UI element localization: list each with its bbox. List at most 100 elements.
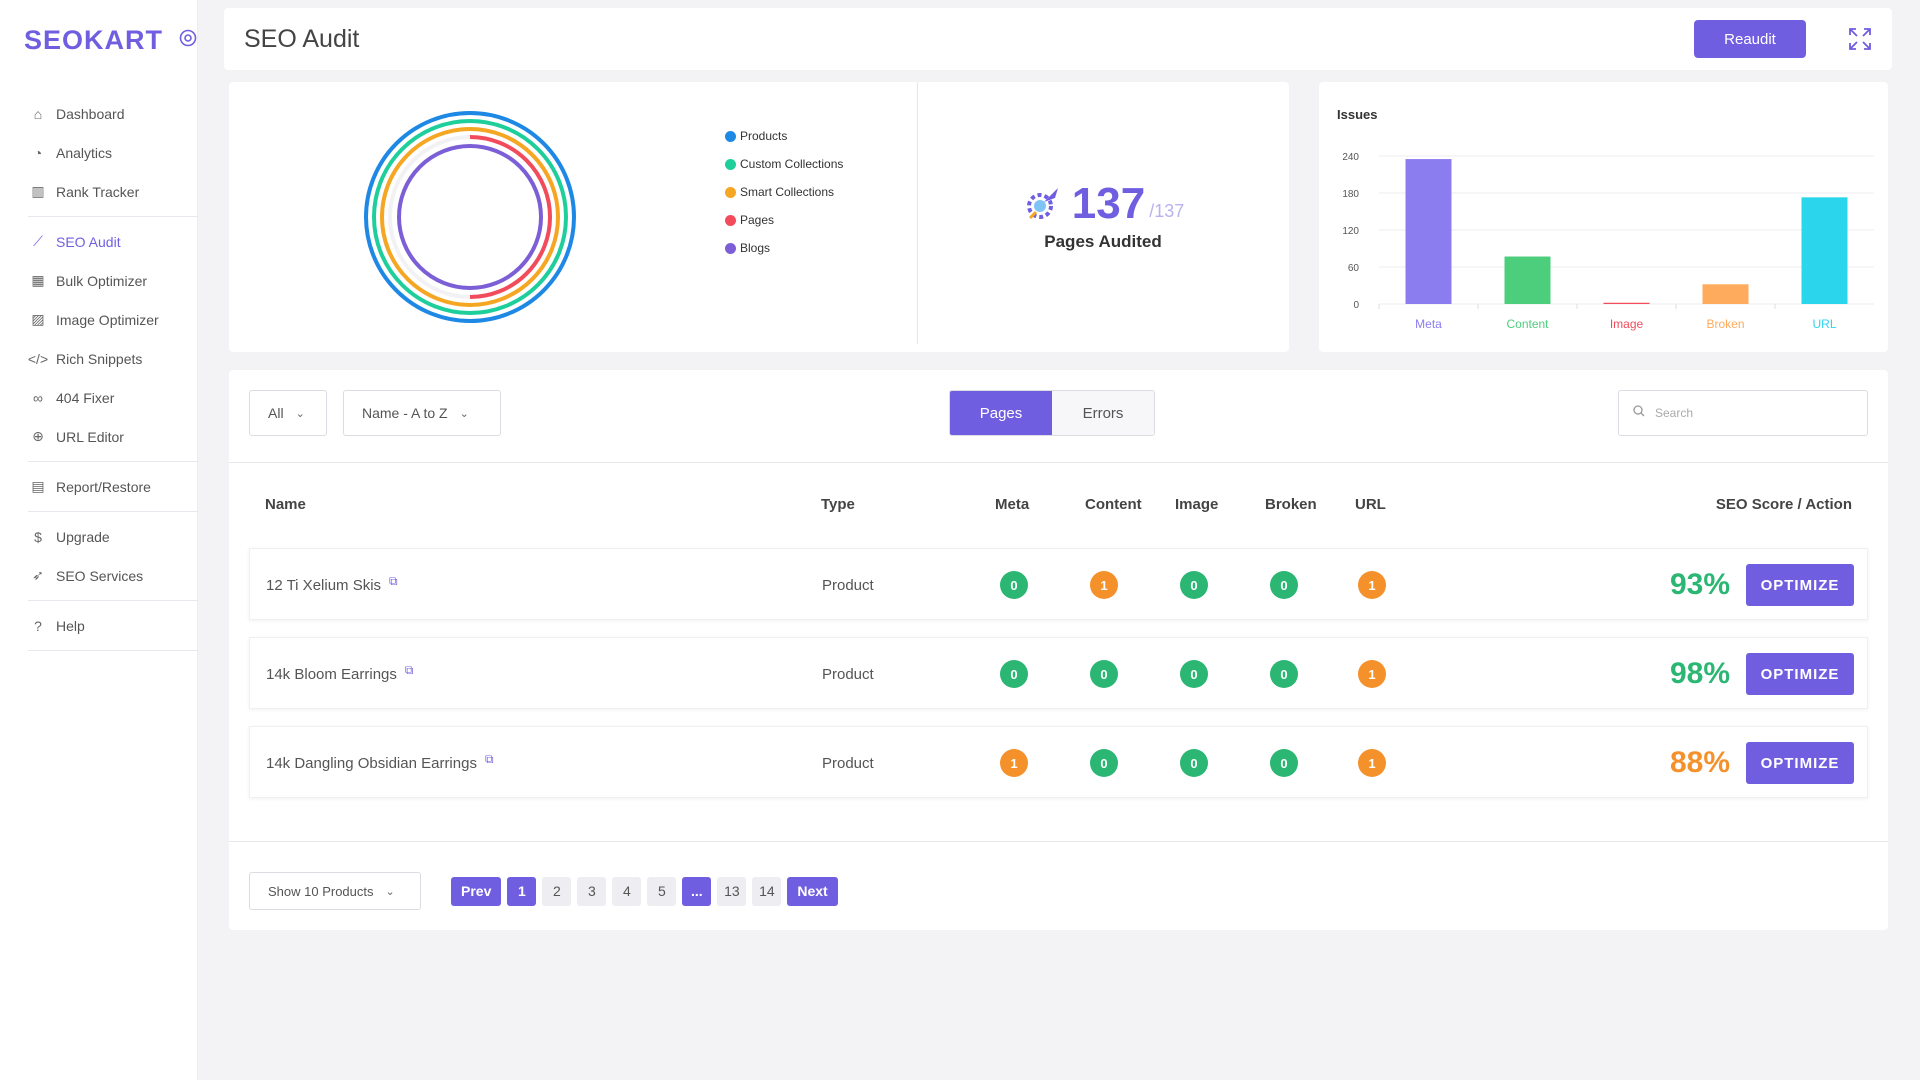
filter-bar: All ⌄ Name - A to Z ⌄ — [249, 390, 501, 436]
sidebar-item-label: Dashboard — [56, 105, 125, 122]
row-name-link[interactable]: 14k Bloom Earrings — [266, 665, 397, 683]
sidebar-item-label: 404 Fixer — [56, 389, 115, 406]
page-button-5[interactable]: 5 — [647, 876, 677, 906]
col-type: Type — [821, 496, 855, 513]
logo-text: SEOKART — [24, 24, 164, 55]
sidebar-item-seo-audit[interactable]: ⟋ SEO Audit — [0, 222, 198, 261]
legend-dot — [725, 242, 736, 254]
sidebar-item-bulk-optimizer[interactable]: ▦ Bulk Optimizer — [0, 261, 198, 300]
col-content: Content — [1085, 496, 1142, 513]
page-ellipsis-button[interactable]: ... — [682, 876, 712, 906]
content-badge: 0 — [1090, 660, 1118, 688]
prev-page-button[interactable]: Prev — [451, 876, 502, 906]
sidebar-item-rich-snippets[interactable]: </> Rich Snippets — [0, 339, 198, 378]
tab-pages[interactable]: Pages — [950, 391, 1052, 435]
col-meta: Meta — [995, 496, 1030, 513]
row-name-link[interactable]: 14k Dangling Obsidian Earrings — [266, 754, 477, 772]
sort-value: Name - A to Z — [362, 405, 448, 421]
broken-badge: 0 — [1270, 660, 1298, 688]
page-type-rings — [364, 111, 576, 323]
row-name-link[interactable]: 12 Ti Xelium Skis — [266, 576, 382, 594]
sidebar-item-label: Analytics — [56, 144, 113, 161]
page-type-summary-card: Products Custom Collections Smart Collec… — [229, 82, 1289, 352]
tab-errors[interactable]: Errors — [1052, 391, 1154, 435]
header-actions: Reaudit — [1694, 20, 1872, 58]
legend-item: Smart Collections — [725, 178, 843, 206]
sidebar-item-rank-tracker[interactable]: ▥ Rank Tracker — [0, 172, 198, 211]
image-badge: 0 — [1180, 660, 1208, 688]
broken-badge: 0 — [1270, 571, 1298, 599]
bar-url — [1801, 197, 1848, 304]
sidebar-item-url-editor[interactable]: ⊕ URL Editor — [0, 417, 198, 456]
next-page-button[interactable]: Next — [787, 876, 838, 906]
sidebar-nav: ⌂ Dashboard ◔ Analytics ▥ Rank Tracker ⟋… — [0, 94, 198, 656]
image-badge: 0 — [1180, 571, 1208, 599]
sidebar-item-analytics[interactable]: ◔ Analytics — [0, 133, 198, 172]
type-filter-value: All — [268, 405, 284, 421]
ring-pages — [469, 135, 552, 299]
logo[interactable]: SEOKART — [24, 22, 197, 58]
table-row: 14k Dangling Obsidian Earrings ⧉ Product… — [249, 726, 1868, 798]
chevron-down-icon: ⌄ — [459, 407, 469, 420]
optimize-button[interactable]: OPTIMIZE — [1746, 742, 1854, 784]
reaudit-button[interactable]: Reaudit — [1694, 20, 1806, 58]
col-score-action: SEO Score / Action — [1715, 496, 1852, 513]
table-row: 12 Ti Xelium Skis ⧉ Product 0 1 0 0 1 93… — [249, 548, 1868, 620]
sidebar-item-404-fixer[interactable]: ∞ 404 Fixer — [0, 378, 198, 417]
link-icon: ∞ — [33, 389, 43, 406]
audited-count-value: 137 — [1071, 179, 1146, 228]
row-name-cell: 14k Bloom Earrings ⧉ — [266, 638, 413, 710]
ring-products — [364, 111, 576, 323]
meta-badge: 0 — [1000, 571, 1028, 599]
card-divider — [917, 82, 918, 344]
page-button-3[interactable]: 3 — [577, 876, 607, 906]
page-button-1[interactable]: 1 — [507, 876, 537, 906]
optimize-button[interactable]: OPTIMIZE — [1746, 564, 1854, 606]
pagination: Prev 1 2 3 4 5 ... 13 14 Next — [451, 876, 838, 906]
sidebar-item-dashboard[interactable]: ⌂ Dashboard — [0, 94, 198, 133]
page-button-14[interactable]: 14 — [752, 876, 782, 906]
pagination-bar: Show 10 Products ⌄ Prev 1 2 3 4 5 ... 13… — [249, 872, 838, 910]
page-size-select[interactable]: Show 10 Products ⌄ — [249, 872, 421, 910]
seo-score: 98% — [1670, 657, 1731, 690]
home-icon: ⌂ — [33, 105, 43, 122]
sidebar-item-seo-services[interactable]: ➶ SEO Services — [0, 556, 198, 595]
sidebar-item-label: Report/Restore — [56, 478, 151, 495]
legend-dot — [725, 214, 736, 226]
sidebar-item-image-optimizer[interactable]: ▨ Image Optimizer — [0, 300, 198, 339]
row-type: Product — [822, 576, 874, 594]
help-icon: ? — [34, 617, 42, 634]
nav-divider — [28, 511, 198, 512]
legend-label: Smart Collections — [740, 185, 835, 199]
sidebar-item-label: SEO Services — [56, 567, 144, 584]
type-filter-select[interactable]: All ⌄ — [249, 390, 327, 436]
y-tick-label: 180 — [1342, 189, 1359, 200]
target-icon[interactable] — [179, 29, 197, 52]
audited-label: Pages Audited — [1044, 232, 1162, 251]
sort-select[interactable]: Name - A to Z ⌄ — [343, 390, 501, 436]
page-button-13[interactable]: 13 — [717, 876, 747, 906]
grid-icon: ▦ — [31, 272, 45, 288]
table-divider — [229, 462, 1888, 463]
external-link-icon[interactable]: ⧉ — [404, 662, 414, 677]
page-button-2[interactable]: 2 — [542, 876, 572, 906]
url-badge: 1 — [1358, 571, 1386, 599]
rings-legend: Products Custom Collections Smart Collec… — [725, 122, 843, 262]
search-input[interactable] — [1655, 406, 1845, 420]
legend-label: Custom Collections — [740, 157, 844, 171]
sidebar-item-report-restore[interactable]: ▤ Report/Restore — [0, 467, 198, 506]
chevron-down-icon: ⌄ — [385, 885, 395, 898]
url-badge: 1 — [1358, 660, 1386, 688]
bar-image — [1603, 302, 1650, 304]
optimize-button[interactable]: OPTIMIZE — [1746, 653, 1854, 695]
row-name-cell: 12 Ti Xelium Skis ⧉ — [266, 549, 398, 621]
external-link-icon[interactable]: ⧉ — [484, 751, 494, 766]
sidebar-item-label: Rich Snippets — [56, 350, 143, 367]
external-link-icon[interactable]: ⧉ — [389, 573, 398, 588]
page-button-4[interactable]: 4 — [612, 876, 642, 906]
sidebar-item-upgrade[interactable]: $ Upgrade — [0, 517, 198, 556]
sidebar-item-help[interactable]: ? Help — [0, 606, 198, 645]
x-tick-label: Meta — [1415, 317, 1442, 331]
fullscreen-icon[interactable] — [1848, 27, 1872, 51]
audited-total: /137 — [1149, 201, 1185, 221]
